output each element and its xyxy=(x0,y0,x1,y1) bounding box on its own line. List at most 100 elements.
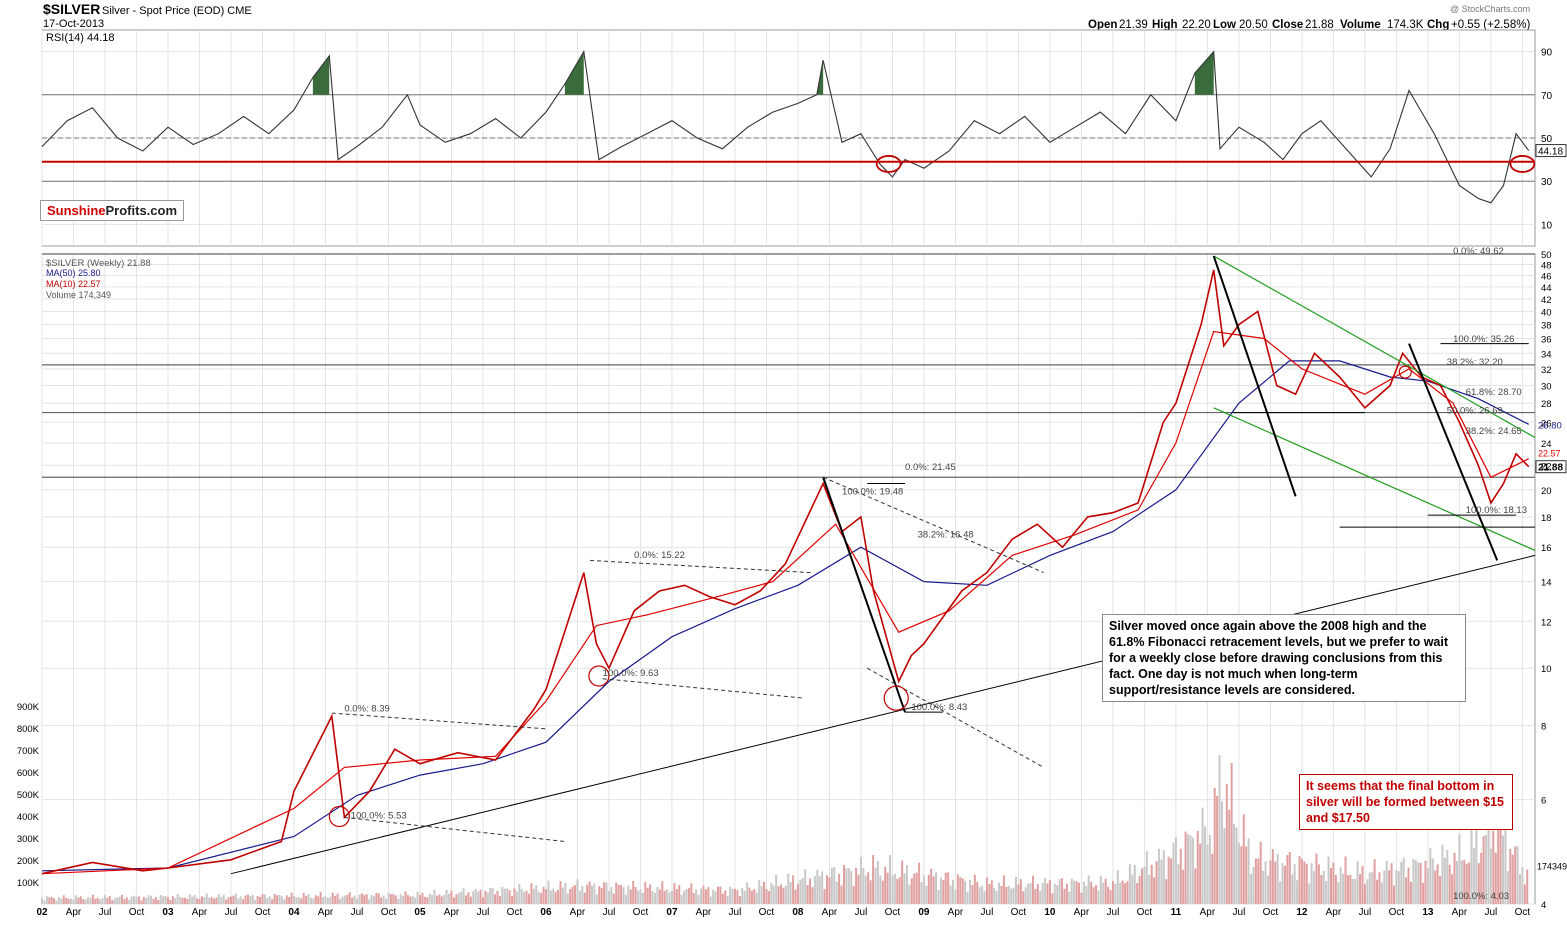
volume-bar xyxy=(603,882,606,904)
volume-bar xyxy=(1022,891,1025,904)
volume-bar xyxy=(915,872,918,904)
volume-last-value: 174349 xyxy=(1537,862,1567,872)
volume-bar xyxy=(944,872,947,904)
volume-bar xyxy=(1233,823,1236,904)
chart-subtitle: Silver - Spot Price (EOD) CME xyxy=(102,5,252,17)
volume-bar xyxy=(1422,882,1425,904)
volume-bar xyxy=(876,861,879,904)
volume-bar xyxy=(479,889,482,904)
volume-bar xyxy=(1315,853,1318,904)
volume-bar xyxy=(581,886,584,904)
volume-bar xyxy=(353,895,356,904)
x-tick-label: Oct xyxy=(759,907,775,918)
volume-bar xyxy=(1475,830,1478,904)
volume-bar xyxy=(246,894,249,904)
volume-bar xyxy=(627,885,630,904)
x-tick-label: Apr xyxy=(822,907,838,918)
volume-bar xyxy=(586,884,589,904)
dashed-fan-line xyxy=(344,816,565,842)
volume-bar xyxy=(77,897,80,904)
volume-bar xyxy=(1148,875,1151,904)
volume-bar xyxy=(1078,882,1081,904)
volume-bar xyxy=(1504,826,1507,904)
high-value: 22.20 xyxy=(1182,19,1211,31)
x-tick-label: Oct xyxy=(129,907,145,918)
volume-bar xyxy=(259,897,262,904)
volume-bar xyxy=(1434,870,1437,904)
volume-bar xyxy=(1363,884,1366,904)
volume-bar xyxy=(620,884,623,904)
volume-bar xyxy=(208,897,211,904)
volume-bar xyxy=(169,899,172,904)
x-tick-label: Jul xyxy=(1359,907,1372,918)
x-tick-label: 02 xyxy=(36,907,48,918)
volume-bar xyxy=(329,896,332,904)
volume-bar xyxy=(530,883,533,904)
volume-bar xyxy=(1024,887,1027,904)
volume-bar xyxy=(649,884,652,904)
volume-bar xyxy=(225,899,228,904)
price-y-tick: 26 xyxy=(1541,418,1552,429)
volume-bar xyxy=(91,894,94,904)
volume-bar xyxy=(763,881,766,904)
volume-bar xyxy=(278,894,281,904)
volume-bar xyxy=(1194,868,1197,904)
volume-bar xyxy=(1039,890,1042,904)
highlight-circle xyxy=(1398,365,1412,379)
volume-bar xyxy=(1303,861,1306,904)
volume-bar xyxy=(867,872,870,904)
volume-bar xyxy=(1138,875,1141,904)
volume-bar xyxy=(1061,878,1064,904)
volume-bar xyxy=(1283,865,1286,904)
volume-bar xyxy=(222,894,225,904)
volume-bar xyxy=(205,893,208,904)
volume-bar xyxy=(380,897,383,904)
volume-bar xyxy=(108,895,111,904)
volume-bar xyxy=(229,896,232,904)
volume-bar xyxy=(1405,877,1408,904)
price-y-tick: 24 xyxy=(1541,439,1552,450)
volume-bar xyxy=(307,894,310,904)
volume-bar xyxy=(409,896,412,904)
volume-y-tick: 300K xyxy=(17,834,40,845)
volume-bar xyxy=(1073,880,1076,904)
volume-bar xyxy=(55,900,58,904)
volume-bar xyxy=(874,867,877,904)
volume-bar xyxy=(881,880,884,904)
price-y-tick: 30 xyxy=(1541,381,1552,392)
volume-bar xyxy=(624,894,627,904)
volume-bar xyxy=(1124,883,1127,904)
volume-bar xyxy=(186,898,189,904)
open-label: Open xyxy=(1088,19,1117,31)
volume-bar xyxy=(862,867,865,904)
volume-bar xyxy=(1521,867,1524,904)
volume-bar xyxy=(1497,827,1500,904)
volume-bar xyxy=(964,880,967,904)
volume-bar xyxy=(418,894,421,904)
volume-bar xyxy=(1325,880,1328,904)
volume-bar xyxy=(382,895,385,904)
ohlc-readout: Open 21.39 High 22.20 Low 20.50 Close 21… xyxy=(1088,19,1530,31)
volume-bar xyxy=(166,897,169,904)
volume-bar xyxy=(1133,864,1136,904)
volume-bar xyxy=(1019,879,1022,904)
volume-bar xyxy=(1082,881,1085,904)
price-y-tick: 32 xyxy=(1541,365,1552,376)
volume-bar xyxy=(455,894,458,904)
volume-bar xyxy=(935,872,938,904)
rsi-y-tick: 30 xyxy=(1541,177,1553,188)
volume-bar xyxy=(1058,879,1061,904)
volume-bar xyxy=(196,898,199,904)
volume-bar xyxy=(864,875,867,904)
volume-bar xyxy=(322,897,325,904)
volume-bar xyxy=(1114,883,1117,904)
volume-bar xyxy=(753,889,756,904)
volume-bar xyxy=(271,899,274,904)
volume-bar xyxy=(1526,869,1529,904)
volume-bar xyxy=(341,896,344,904)
price-y-tick: 18 xyxy=(1541,513,1552,524)
fibonacci-label: 0.0%: 8.39 xyxy=(344,703,389,714)
volume-bar xyxy=(1392,885,1395,904)
volume-bar xyxy=(729,886,732,904)
rsi-y-tick: 90 xyxy=(1541,48,1553,59)
